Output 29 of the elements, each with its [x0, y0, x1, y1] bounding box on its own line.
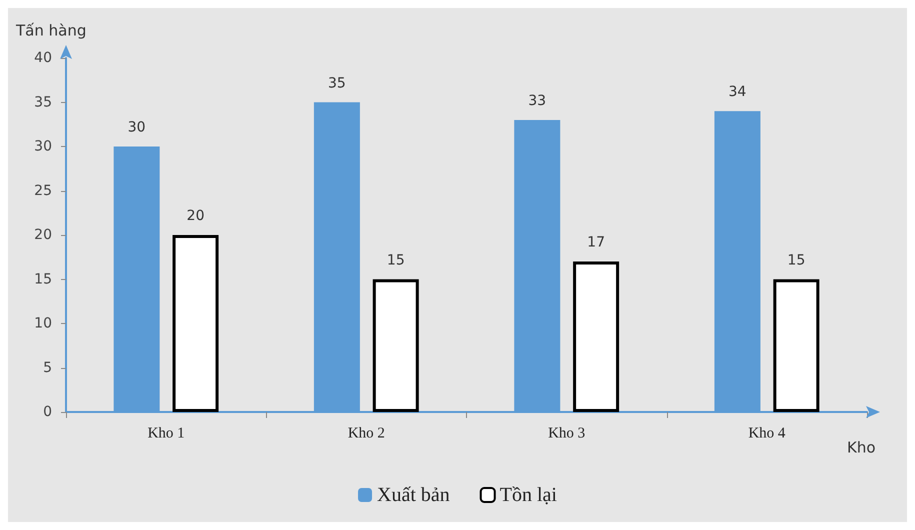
x-axis-title: Kho	[847, 438, 876, 456]
bar	[372, 279, 419, 412]
bar	[573, 262, 620, 412]
data-label: 35	[328, 75, 346, 92]
data-label: 15	[386, 252, 405, 268]
y-tick-label: 0	[43, 404, 52, 420]
y-tick-label: 10	[34, 316, 52, 332]
data-label: 34	[728, 84, 746, 100]
y-tick-label: 25	[34, 182, 52, 199]
x-tick-label: Kho 2	[348, 426, 385, 442]
x-tick-label: Kho 4	[748, 426, 786, 442]
data-label: 20	[186, 208, 204, 224]
legend-label: Tồn lại	[500, 484, 558, 506]
data-label: 33	[528, 92, 546, 109]
x-tick-label: Kho 1	[148, 426, 185, 442]
y-tick-label: 40	[34, 50, 52, 66]
legend-label: Xuất bản	[377, 484, 450, 506]
y-tick-label: 5	[43, 360, 52, 376]
bar	[172, 235, 219, 412]
data-label: 15	[787, 252, 806, 268]
y-tick-label: 15	[34, 271, 52, 288]
y-axis-title: Tấn hàng	[15, 22, 86, 40]
data-label: 17	[587, 234, 605, 251]
y-tick-label: 20	[34, 227, 52, 243]
data-label: 30	[128, 120, 146, 136]
y-tick-label: 30	[34, 138, 52, 154]
bar	[773, 279, 820, 412]
x-tick-label: Kho 3	[548, 426, 586, 442]
y-tick-label: 35	[34, 94, 52, 110]
